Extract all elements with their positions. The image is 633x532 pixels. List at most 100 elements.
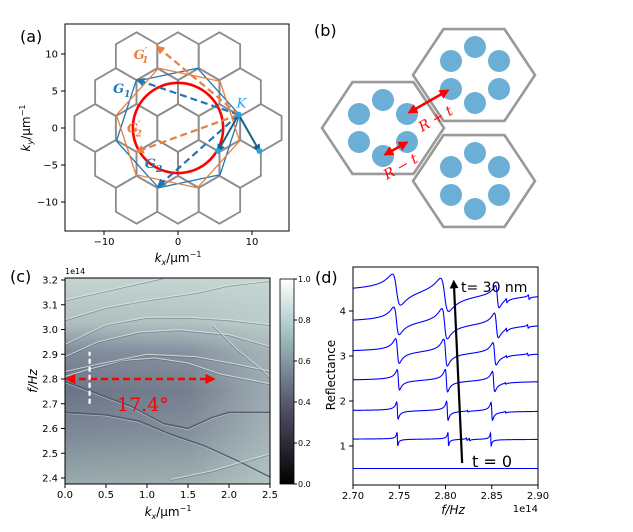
vector-label: G2	[145, 157, 162, 175]
x-tick-label: 10	[246, 237, 259, 248]
y-axis-label-sup: −1	[18, 105, 27, 117]
x-axis-label-sub: x	[161, 258, 167, 267]
vector-label: G′ 2	[127, 120, 142, 139]
x-tick-label: 2.5	[262, 490, 278, 501]
lattice-hexagon	[114, 174, 159, 225]
y-tick-label: 2.7	[42, 399, 58, 410]
x-axis-label-sup: −1	[190, 250, 202, 259]
vector-arrow-orange	[155, 45, 240, 116]
colorbar-tick-label: 0.6	[298, 357, 311, 366]
y-axis-label-sub: y	[26, 139, 35, 145]
heatmap-band-line	[65, 279, 270, 321]
vector-label-sub: 2	[134, 129, 141, 139]
x-axis-label: f/Hz	[441, 503, 465, 517]
pillar-circle	[396, 131, 418, 153]
x-tick-label: 0.0	[57, 490, 73, 501]
axes-frame	[64, 23, 290, 232]
panel-c-band-heatmap: (c) 17.4° 0.0 0.5 1.0 1.5 2.0 2.5 2.4 2.5 2.6 2.7 2…	[10, 267, 311, 521]
x-axis-label-base: k	[145, 505, 153, 519]
orange-rotated-zone	[115, 67, 241, 189]
x-tick-label: 0	[175, 237, 181, 248]
pillar-circle	[488, 78, 510, 100]
reflectance-curve-1	[353, 431, 538, 448]
y-tick-label: 10	[45, 50, 58, 61]
heatmap-band-shadow	[65, 382, 270, 431]
y-tick-label: 4	[340, 307, 346, 318]
heatmap-band-shadow	[65, 281, 270, 322]
distance-arrow-plus	[407, 89, 450, 114]
heatmap-band-line	[65, 316, 270, 345]
lattice-hexagon	[218, 138, 262, 189]
unit-cell-hexagon	[411, 133, 537, 229]
vector-label-sub: 2	[155, 165, 162, 175]
panel-label-b: (b)	[314, 21, 337, 40]
label-t-30nm: t= 30 nm	[461, 280, 527, 296]
lattice-hexagon	[197, 31, 242, 82]
lattice-hexagon	[73, 103, 117, 153]
colorbar	[279, 278, 295, 485]
x-axis-label-sub: x	[151, 512, 157, 521]
heatmap-band-line	[171, 453, 270, 480]
x-axis-label-sup: −1	[180, 504, 192, 513]
heatmap-band-shadow	[65, 330, 270, 359]
vector-arrow-blue	[135, 78, 240, 116]
reflectance-curve-4	[353, 338, 538, 367]
x-axis-label: kx/μm−1	[155, 250, 202, 267]
pillar-circle	[440, 156, 462, 178]
vector-label-sub: 1	[124, 90, 130, 100]
vector-label-base: G	[145, 157, 156, 172]
t-increase-arrow	[449, 279, 464, 464]
y-tick-label: 2.5	[42, 449, 58, 460]
x-tick-label: 1.0	[139, 490, 155, 501]
pillar-circle	[440, 78, 462, 100]
axes-frame	[64, 277, 271, 485]
y-tick-label: −5	[43, 161, 58, 172]
k-point-label: K	[236, 97, 248, 112]
pillar-circle	[440, 184, 462, 206]
panel-b-unit-cells: (b) R + tR − t	[314, 21, 537, 229]
y-tick-label: 2	[340, 397, 346, 408]
pillar-circle	[488, 184, 510, 206]
pillar-circle	[464, 36, 486, 58]
x-axis-label-base: k	[155, 251, 163, 265]
vector-label: G1	[113, 82, 130, 100]
x-axis-label-unit: /μm	[156, 505, 179, 519]
y-tick-label: 5	[52, 87, 58, 98]
y-axis-label-unit: /μm	[19, 116, 33, 139]
blue-rotated-zone	[115, 67, 241, 189]
label-t-0: t = 0	[472, 452, 512, 471]
unit-cell-hexagon	[320, 80, 446, 176]
x-tick-label: 0.5	[98, 490, 114, 501]
solid-vector-arrow	[217, 114, 240, 153]
x-axis-label-unit: /μm	[166, 251, 189, 265]
k-point-dot	[214, 147, 221, 154]
heatmap-band-line	[65, 329, 270, 358]
colorbar-tick-label: 1.0	[298, 275, 311, 284]
heatmap-band-line	[65, 278, 164, 301]
solid-vector-arrow	[237, 114, 261, 153]
x-tick-label: 2.80	[434, 491, 456, 502]
heatmap-band-shadow	[171, 454, 270, 481]
vector-label-sub: 1	[142, 56, 148, 66]
heatmap-band-line	[65, 380, 270, 430]
y-tick-label: 3.1	[42, 300, 58, 311]
panel-label-d: (d)	[315, 268, 338, 287]
x-tick-label: 2.85	[481, 491, 503, 502]
pillar-circle	[372, 89, 394, 111]
pillar-circle	[464, 92, 486, 114]
vector-label-base: G	[134, 48, 145, 63]
colorbar-tick-label: 0.4	[298, 398, 311, 407]
y-tick-label: 2.4	[42, 474, 58, 485]
reflectance-curve-6	[353, 273, 538, 313]
y-axis-label: Reflectance	[324, 340, 338, 410]
heatmap-band-shadow	[212, 325, 270, 379]
y-tick-label: −10	[37, 198, 58, 209]
heatmap-band-line	[65, 353, 270, 373]
heatmap-band-line	[65, 411, 270, 479]
pillar-circle	[348, 103, 370, 125]
y-tick-label: 2.8	[42, 375, 58, 386]
y-tick-label: 3.2	[42, 276, 58, 287]
spectra	[353, 273, 538, 470]
reflectance-curve-3	[353, 368, 538, 393]
